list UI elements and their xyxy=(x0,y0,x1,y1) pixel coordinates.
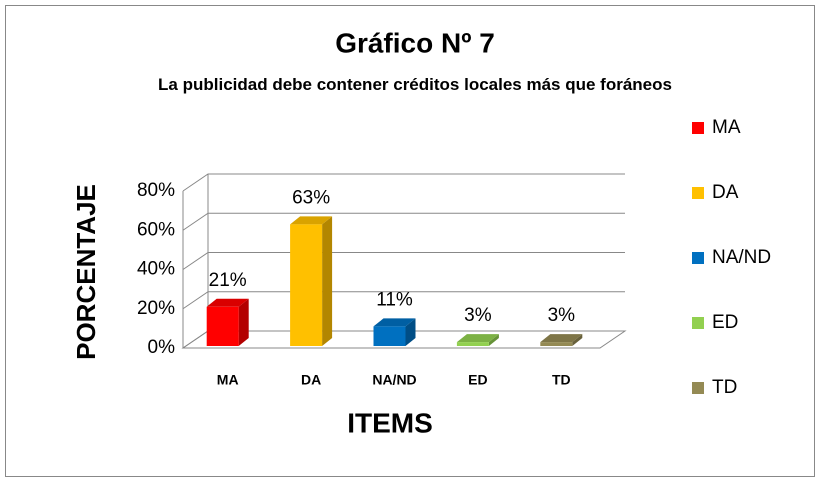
legend-label: TD xyxy=(712,377,737,398)
chart-border xyxy=(5,5,815,477)
grid-line xyxy=(182,291,625,310)
value-label: 3% xyxy=(464,305,492,326)
bar-front xyxy=(456,342,489,346)
bar-side xyxy=(238,298,249,346)
legend-label: DA xyxy=(712,182,739,203)
bar-top xyxy=(456,334,499,343)
bar-side xyxy=(488,334,499,346)
bar xyxy=(290,216,333,346)
bar-top xyxy=(373,318,416,327)
bar-front xyxy=(373,326,406,346)
legend-label: MA xyxy=(712,117,741,138)
legend-swatch xyxy=(692,122,704,134)
bar-side xyxy=(572,334,583,346)
bar-side xyxy=(405,318,416,346)
legend-label: NA/ND xyxy=(712,247,771,268)
bar-top xyxy=(206,298,249,307)
grid-line xyxy=(182,212,625,231)
x-tick-label: ED xyxy=(468,372,487,388)
y-tick-label: 20% xyxy=(137,298,175,319)
value-label: 21% xyxy=(209,270,247,291)
grid-line xyxy=(182,252,625,270)
legend-swatch xyxy=(692,317,704,329)
bar-front xyxy=(206,306,239,346)
x-axis-label: ITEMS xyxy=(347,407,433,438)
bar-front xyxy=(540,342,573,346)
legend-label: ED xyxy=(712,312,738,333)
bar xyxy=(373,318,416,346)
bar xyxy=(540,334,583,346)
bar-top xyxy=(540,334,583,343)
bar-side xyxy=(322,216,333,346)
legend-swatch xyxy=(692,382,704,394)
grid-line xyxy=(182,173,625,192)
legend-swatch xyxy=(692,252,704,264)
bar xyxy=(456,334,499,346)
y-tick-label: 40% xyxy=(137,259,175,280)
bar-top xyxy=(290,216,333,225)
y-tick-label: 80% xyxy=(137,180,175,201)
legend-swatch xyxy=(692,187,704,199)
x-tick-label: MA xyxy=(217,372,239,388)
x-tick-label: TD xyxy=(552,372,571,388)
y-tick-label: 0% xyxy=(148,337,176,358)
bar-front xyxy=(290,224,323,346)
chart-title: Gráfico Nº 7 xyxy=(335,27,495,58)
value-label: 63% xyxy=(292,187,330,208)
y-axis-label: PORCENTAJE xyxy=(71,184,101,360)
value-label: 3% xyxy=(548,305,576,326)
x-tick-label: DA xyxy=(301,372,321,388)
y-tick-label: 60% xyxy=(137,219,175,240)
chart-subtitle: La publicidad debe contener créditos loc… xyxy=(158,75,672,94)
value-label: 11% xyxy=(376,289,413,310)
x-tick-label: NA/ND xyxy=(372,372,416,388)
bar xyxy=(206,298,249,346)
